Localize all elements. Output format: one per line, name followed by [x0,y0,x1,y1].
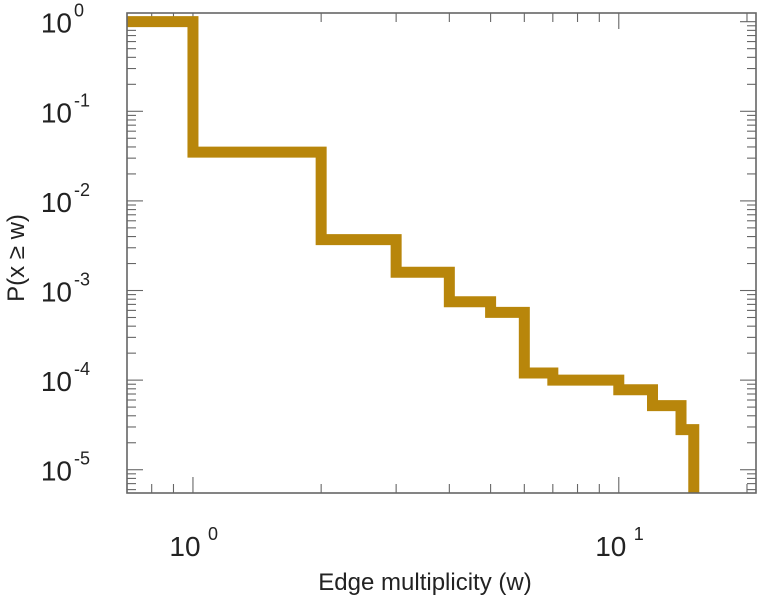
y-tick-label: 10 [41,366,72,397]
x-tick-label-exponent: 1 [634,524,644,544]
y-tick-label: 10 [41,456,72,487]
y-tick-label: 10 [41,97,72,128]
y-tick-label-exponent: -3 [74,270,90,290]
series-layer [127,16,700,493]
y-tick-label-exponent: -4 [74,359,90,379]
tick-marks [126,13,756,493]
plot-frame [126,12,757,494]
y-tick-label-exponent: 0 [74,1,84,21]
y-tick-label: 10 [41,8,72,39]
x-axis-label: Edge multiplicity (w) [318,569,531,596]
y-tick-label: 10 [41,187,72,218]
x-tick-label: 10 [595,531,626,562]
y-tick-label-exponent: -2 [74,180,90,200]
x-tick-label-exponent: 0 [208,524,218,544]
y-tick-label: 10 [41,277,72,308]
x-tick-label: 10 [169,531,200,562]
y-tick-label-exponent: -5 [74,449,90,469]
y-tick-label-exponent: -1 [74,90,90,110]
ccdf-step-line [127,16,700,493]
y-axis-label: P(x ≥ w) [3,214,30,302]
